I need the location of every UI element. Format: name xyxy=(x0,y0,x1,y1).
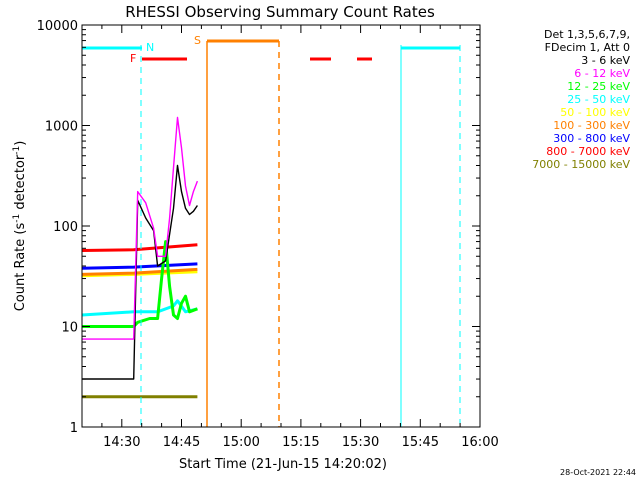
legend: Det 1,3,5,6,7,9, FDecim 1, Att 0 3 - 6 k… xyxy=(532,28,630,171)
series-line-300-800-kev xyxy=(81,262,198,270)
y-axis-label-sup2: -1 xyxy=(12,146,22,155)
legend-entry: 6 - 12 keV xyxy=(574,67,630,80)
series-line-800-7000-kev xyxy=(81,243,198,252)
legend-entry: 7000 - 15000 keV xyxy=(532,158,630,171)
series-line-6-12-kev xyxy=(82,116,199,340)
y-axis-label-mid: detector xyxy=(13,154,28,214)
generated-timestamp: 28-Oct-2021 22:44 xyxy=(560,468,636,477)
legend-header-line: Det 1,3,5,6,7,9, xyxy=(544,28,630,41)
x-tick-label: 15:15 xyxy=(282,435,319,450)
night-flag-label: N xyxy=(146,41,154,54)
series-layer xyxy=(81,116,199,399)
x-tick-label: 15:00 xyxy=(222,435,259,450)
legend-entry: 50 - 100 keV xyxy=(560,106,630,119)
legend-entry: 800 - 7000 keV xyxy=(546,145,630,158)
x-tick-label: 14:30 xyxy=(103,435,140,450)
series-line-3-6-kev xyxy=(82,164,198,380)
y-tick-label: 1000 xyxy=(45,120,78,135)
x-tick-label: 15:45 xyxy=(402,435,439,450)
flare-flag-label: F xyxy=(130,52,136,65)
legend-entry: 25 - 50 keV xyxy=(567,93,630,106)
legend-header-line: FDecim 1, Att 0 xyxy=(545,41,630,54)
y-tick-label: 1 xyxy=(70,421,78,436)
legend-entry: 12 - 25 keV xyxy=(567,80,630,93)
x-tick-label: 14:45 xyxy=(163,435,200,450)
y-tick-label: 100 xyxy=(53,220,78,235)
y-tick-label: 10000 xyxy=(37,19,78,34)
legend-entry: 300 - 800 keV xyxy=(553,132,630,145)
series-line-12-25-kev xyxy=(82,240,198,328)
x-axis-label: Start Time (21-Jun-15 14:20:02) xyxy=(179,457,387,472)
y-axis-label-sup1: -1 xyxy=(12,214,22,223)
x-tick-label: 16:00 xyxy=(461,435,498,450)
axes-layer: 1 10 100 1000 10000 14:30 14:45 15:00 15:15 15:30… xyxy=(37,19,499,450)
status-markers: N S F xyxy=(81,34,461,427)
legend-entry: 100 - 300 keV xyxy=(553,119,630,132)
x-tick-label: 15:30 xyxy=(342,435,379,450)
y-axis-label-end: ) xyxy=(13,141,28,146)
saa-flag-label: S xyxy=(194,34,201,47)
y-axis-label-main: Count Rate (s xyxy=(13,223,28,312)
series-line-100-300-kev xyxy=(81,267,198,276)
y-tick-label: 10 xyxy=(61,321,78,336)
y-axis-label: Count Rate (s-1 detector-1) xyxy=(12,141,28,312)
plot-frame xyxy=(81,24,481,428)
legend-entry: 3 - 6 keV xyxy=(581,54,630,67)
chart-title: RHESSI Observing Summary Count Rates xyxy=(125,3,435,21)
